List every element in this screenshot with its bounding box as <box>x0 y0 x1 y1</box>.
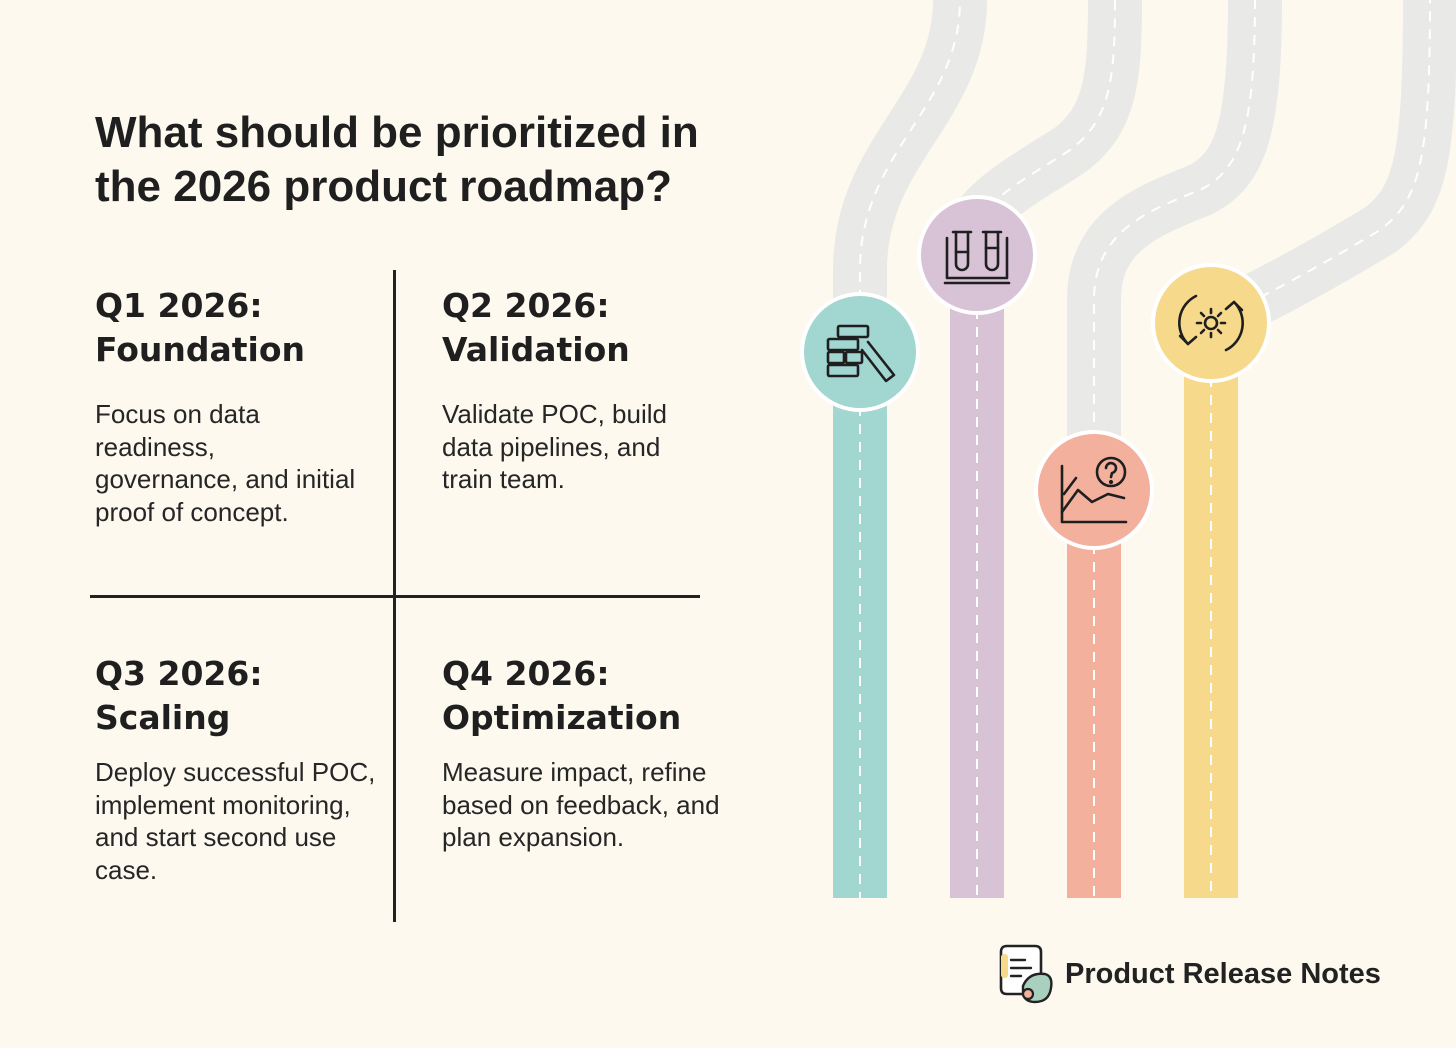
quarter-description: Deploy successful POC, implement monitor… <box>95 757 376 885</box>
brand-logo: Product Release Notes <box>995 942 1395 1006</box>
test-tubes-icon <box>943 230 1011 285</box>
brand-name: Product Release Notes <box>1065 957 1381 990</box>
quarter-description: Focus on data readiness, governance, and… <box>95 399 356 527</box>
quarter-q1: Q1 2026: Foundation Focus on data readin… <box>95 284 365 528</box>
quarter-q3: Q3 2026: Scaling Deploy successful POC, … <box>95 652 385 886</box>
quarter-q2: Q2 2026: Validation Validate POC, build … <box>442 284 712 496</box>
lane-q2 <box>950 255 1004 898</box>
quarter-description: Validate POC, build data pipelines, and … <box>442 399 667 494</box>
horizontal-divider <box>90 595 700 598</box>
milestone-q2 <box>917 195 1037 315</box>
quarter-title: Q3 2026: Scaling <box>95 654 263 737</box>
road-top-q2 <box>955 0 1142 238</box>
gear-refresh-icon <box>1178 294 1244 352</box>
milestone-q3 <box>1034 430 1154 550</box>
quarter-q4: Q4 2026: Optimization Measure impact, re… <box>442 652 732 854</box>
quarter-title: Q2 2026: Validation <box>442 286 630 369</box>
quarter-title: Q1 2026: Foundation <box>95 286 306 369</box>
quarter-title: Q4 2026: Optimization <box>442 654 682 737</box>
roadmap-roads <box>800 0 1456 898</box>
page-title: What should be prioritized in the 2026 p… <box>95 108 699 211</box>
blocks-icon <box>826 324 896 383</box>
release-notes-icon <box>999 944 1053 1004</box>
chart-question-icon <box>1060 456 1128 524</box>
milestone-q4 <box>1151 263 1271 383</box>
quarter-description: Measure impact, refine based on feedback… <box>442 757 720 852</box>
